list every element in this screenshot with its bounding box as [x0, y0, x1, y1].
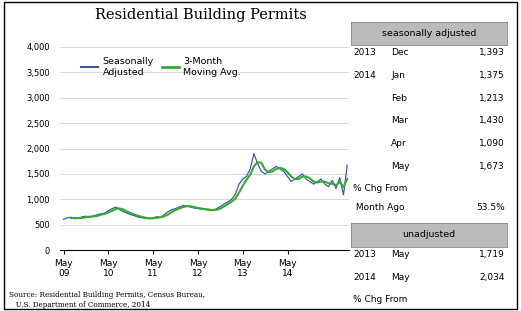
Text: 2,034: 2,034	[479, 273, 505, 281]
Text: 53.5%: 53.5%	[476, 203, 505, 212]
Text: % Chg From: % Chg From	[353, 184, 407, 193]
Text: 1,673: 1,673	[479, 162, 505, 171]
Text: Apr: Apr	[391, 139, 407, 148]
Text: seasonally adjusted: seasonally adjusted	[382, 29, 476, 38]
Text: 2013: 2013	[353, 49, 376, 57]
Text: unadjusted: unadjusted	[403, 230, 455, 239]
Text: % Chg From: % Chg From	[353, 295, 407, 304]
Text: Source: Residential Building Permits, Census Bureau,
   U.S. Department of Comme: Source: Residential Building Permits, Ce…	[9, 291, 205, 309]
Text: Dec: Dec	[391, 49, 409, 57]
Text: 1,719: 1,719	[479, 250, 505, 259]
Text: May: May	[391, 273, 410, 281]
Text: 2014: 2014	[353, 71, 376, 80]
Text: 2013: 2013	[353, 250, 376, 259]
Text: Residential Building Permits: Residential Building Permits	[95, 8, 306, 22]
Text: Jan: Jan	[391, 71, 405, 80]
Text: Mar: Mar	[391, 117, 408, 125]
Text: 1,213: 1,213	[479, 94, 505, 103]
Text: May: May	[391, 162, 410, 171]
Text: 1,393: 1,393	[479, 49, 505, 57]
Text: May: May	[391, 250, 410, 259]
Text: 1,090: 1,090	[479, 139, 505, 148]
Text: 2014: 2014	[353, 273, 376, 281]
Text: Feb: Feb	[391, 94, 407, 103]
Text: Month Ago: Month Ago	[353, 203, 405, 212]
Text: 1,430: 1,430	[479, 117, 505, 125]
Text: 1,375: 1,375	[479, 71, 505, 80]
Legend: Seasonally
Adjusted, 3-Month
Moving Avg.: Seasonally Adjusted, 3-Month Moving Avg.	[79, 55, 243, 79]
